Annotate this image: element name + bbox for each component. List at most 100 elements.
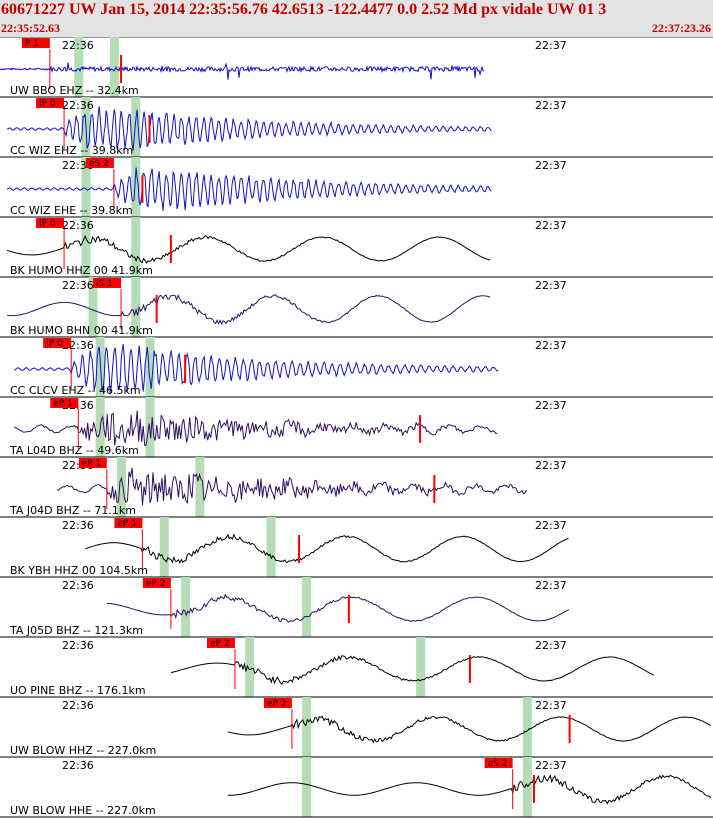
waveform-trace [6,106,492,151]
time-tick-label: 22:37 [535,99,567,112]
window-start-time: 22:35:52.63 [1,21,60,35]
time-tick-label: 22:37 [535,39,567,52]
trace-row: 22:36 22:37 iS 1 BK HUMO BHN 00 41.9km [0,277,713,338]
pick-flag [36,218,65,228]
window-band [131,157,141,217]
pick-flag [85,158,114,168]
pick-label: eP 2 [146,579,166,589]
window-band [109,37,119,97]
pick-label: eP 2 [267,699,287,709]
pick-flag [142,578,171,588]
time-tick-label: 22:37 [535,759,567,772]
time-tick-label: 22:36 [62,759,94,772]
waveform-trace [6,234,491,264]
pick-flag [43,338,72,348]
time-tick-label: 22:36 [62,39,94,52]
waveform-trace [170,655,655,685]
trace-row: 22:36 22:37 eP 1 BK YBH HHZ 00 104.5km [0,517,713,578]
time-tick-label: 22:36 [62,279,94,292]
time-tick-label: 22:36 [62,519,94,532]
pick-label: iP 0 [39,219,56,229]
window-band [181,577,191,637]
waveform-trace [85,533,569,564]
pick-flag [78,458,107,468]
window-band [117,457,127,517]
pick-label: eP 1 [82,459,102,469]
time-tick-label: 22:37 [535,399,567,412]
station-label: TA J05D BHZ -- 121.3km [9,624,143,637]
window-band [131,277,141,337]
window-band [88,277,98,337]
station-label: UW BLOW HHE -- 227.0km [10,804,156,817]
time-tick-label: 22:37 [535,159,567,172]
pick-label: eS 2 [488,759,508,769]
station-label: UW BBO EHZ -- 32.4km [10,84,139,97]
window-band [266,517,276,577]
pick-flag [263,698,292,708]
window-band [416,637,426,697]
station-label: UW BLOW HHZ -- 227.0km [10,744,156,757]
time-tick-label: 22:37 [535,339,567,352]
window-band [159,517,169,577]
trace-row: 22:36 22:37 P 1 UW BBO EHZ -- 32.4km [0,37,713,98]
pick-label: eP 1 [117,519,137,529]
trace-row: 22:36 22:37 iP 0 BK HUMO HHZ 00 41.9km [0,217,713,278]
time-tick-label: 22:36 [62,639,94,652]
time-tick-label: 22:36 [62,99,94,112]
pick-label: eS 2 [89,159,109,169]
window-band [81,217,91,277]
station-label: BK HUMO HHZ 00 41.9km [10,264,153,277]
window-band [81,157,91,217]
time-tick-label: 22:36 [62,579,94,592]
waveform-trace [13,410,498,447]
pick-flag [484,758,513,768]
window-band [302,697,312,757]
time-tick-label: 22:37 [535,639,567,652]
station-label: UO PINE BHZ -- 176.1km [10,684,146,697]
time-tick-label: 22:36 [62,219,94,232]
pick-flag [21,38,50,48]
trace-row: 22:36 22:37 eP 2 UO PINE BHZ -- 176.1km [0,637,713,698]
window-band [522,757,532,817]
station-label: BK HUMO BHN 00 41.9km [10,324,153,337]
window-end-time: 22:37:23.26 [652,21,711,35]
station-label: BK YBH HHZ 00 104.5km [10,564,148,577]
station-label: TA J04D BHZ -- 71.1km [9,504,136,517]
trace-row: 22:36 22:37 eS 2 UW BLOW HHE -- 227.0km [0,757,713,818]
pick-label: iP 0 [46,339,63,349]
window-band [245,637,255,697]
pick-label: eP 2 [210,639,230,649]
time-tick-label: 22:37 [535,219,567,232]
event-title: 60671227 UW Jan 15, 2014 22:35:56.76 42.… [1,1,607,18]
window-band [131,97,141,157]
waveform-trace [0,62,484,80]
window-band [302,577,312,637]
waveform-trace [13,344,499,394]
waveform-trace [227,774,712,805]
waveform-trace [6,167,492,211]
time-tick-label: 22:36 [62,159,94,172]
station-label: CC CLCV EHZ -- 46.5km [10,384,141,397]
pick-flag [206,638,235,648]
station-label: CC WIZ EHE -- 39.8km [10,204,133,217]
time-tick-label: 22:37 [535,279,567,292]
time-tick-label: 22:37 [535,459,567,472]
trace-row: 22:36 22:37 eP 2 TA J05D BHZ -- 121.3km [0,577,713,638]
window-band [522,697,532,757]
time-tick-label: 22:37 [535,579,567,592]
time-tick-label: 22:37 [535,699,567,712]
trace-row: 22:36 22:37 eP 2 UW BLOW HHZ -- 227.0km [0,697,713,758]
station-label: CC WIZ EHZ -- 39.8km [10,144,133,157]
window-band [195,457,205,517]
window-band [145,337,155,397]
waveform-trace [106,593,570,623]
station-label: TA L04D BHZ -- 49.6km [9,444,139,457]
pick-flag [93,278,122,288]
waveform-trace [7,293,491,326]
trace-row: 22:36 22:37 eS 2 CC WIZ EHE -- 39.8km [0,157,713,218]
waveform-trace [227,715,712,744]
